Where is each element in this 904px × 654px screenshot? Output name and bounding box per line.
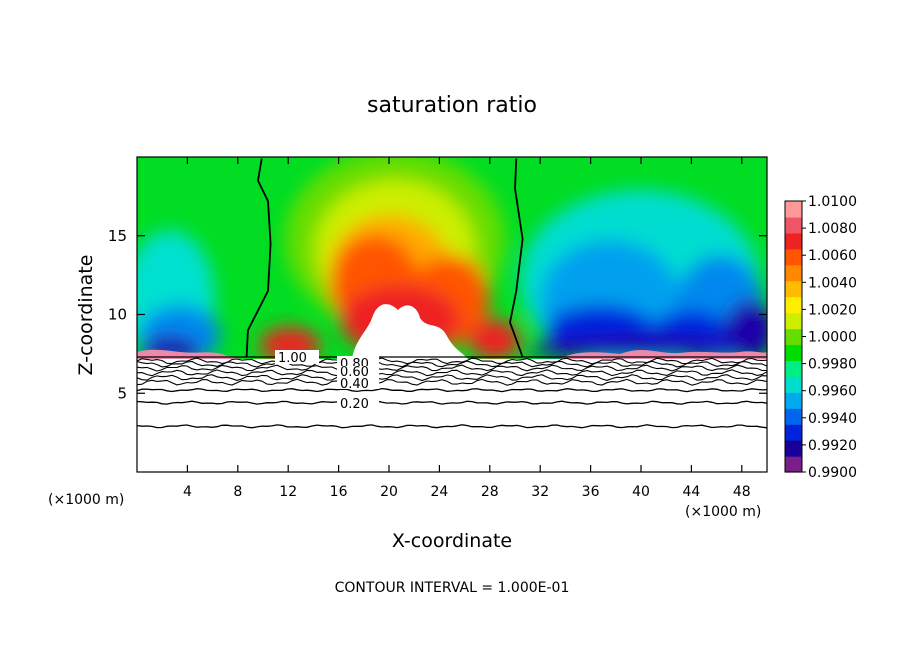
contour-interval-note: CONTOUR INTERVAL = 1.000E-01 bbox=[335, 580, 570, 596]
colorbar-tick-label: 1.0000 bbox=[808, 330, 857, 346]
colorbar-segment bbox=[785, 296, 802, 314]
colorbar-segment bbox=[785, 344, 802, 362]
contour-label: 1.00 bbox=[278, 351, 307, 366]
colorbar-segment bbox=[785, 232, 802, 250]
colorbar-segment bbox=[785, 440, 802, 457]
contour-line bbox=[136, 378, 768, 386]
boundary-contour-right bbox=[509, 158, 524, 358]
saturation-field bbox=[137, 157, 767, 359]
x-axis-label: X-coordinate bbox=[392, 530, 512, 552]
contour-label-bg bbox=[275, 350, 319, 364]
colorbar-segment bbox=[785, 456, 802, 473]
colorbar: 1.0100 1.0080 1.0060 1.0040 1.0020 1.0000 0.99… bbox=[784, 194, 857, 481]
contour-line bbox=[136, 357, 768, 365]
x-axis: 4 8 12 16 20 24 28 32 36 40 44 48 bbox=[183, 157, 751, 500]
x-unit-label-right: (×1000 m) bbox=[685, 504, 761, 520]
lower-region bbox=[137, 359, 767, 472]
contour-label: 0.20 bbox=[340, 397, 369, 412]
colorbar-segment bbox=[785, 424, 802, 441]
colorbar-segment bbox=[785, 408, 802, 425]
chart-title: saturation ratio bbox=[367, 93, 537, 118]
contour-line bbox=[136, 364, 767, 372]
contour-line bbox=[136, 360, 768, 368]
boundary-contour-left bbox=[245, 158, 272, 358]
colorbar-segment bbox=[785, 248, 802, 266]
contour-line bbox=[136, 369, 768, 377]
contour-labels: 1.00 0.80 0.60 0.40 0.20 bbox=[275, 350, 379, 412]
contour-line bbox=[136, 400, 768, 405]
x-tick-label: 16 bbox=[330, 484, 348, 500]
x-tick-label: 28 bbox=[481, 484, 499, 500]
colorbar-tick-label: 1.0060 bbox=[808, 248, 857, 264]
y-tick-label: 10 bbox=[108, 306, 127, 324]
colorbar-segment bbox=[785, 376, 802, 393]
colorbar-segment bbox=[785, 264, 802, 282]
y-axis: 5 10 15 bbox=[108, 227, 767, 402]
colorbar-tick-label: 1.0100 bbox=[808, 194, 857, 210]
contour-label-bg bbox=[337, 376, 379, 389]
colorbar-segment bbox=[785, 312, 802, 330]
contour-label: 0.40 bbox=[340, 377, 369, 392]
colorbar-tick-label: 0.9900 bbox=[808, 465, 857, 481]
x-tick-label: 40 bbox=[632, 484, 650, 500]
x-tick-label: 36 bbox=[582, 484, 600, 500]
x-unit-label-left: (×1000 m) bbox=[48, 492, 124, 508]
colorbar-segment bbox=[785, 201, 802, 218]
x-tick-label: 4 bbox=[183, 484, 192, 500]
contour-label-bg bbox=[337, 396, 379, 409]
y-tick-label: 5 bbox=[117, 384, 127, 402]
x-tick-label: 12 bbox=[279, 484, 297, 500]
colorbar-tick-label: 0.9980 bbox=[808, 357, 857, 373]
contour-line bbox=[136, 387, 768, 393]
colorbar-segment bbox=[785, 328, 802, 346]
contour-line bbox=[136, 374, 768, 382]
y-axis-label: Z-coordinate bbox=[75, 255, 97, 376]
contour-line bbox=[136, 424, 768, 429]
colorbar-tick-label: 1.0080 bbox=[808, 221, 857, 237]
colorbar-tick-label: 0.9920 bbox=[808, 438, 857, 454]
colorbar-segment bbox=[785, 216, 802, 234]
colorbar-tick-label: 0.9960 bbox=[808, 384, 857, 400]
saturated-core bbox=[352, 304, 468, 359]
contour-lines bbox=[136, 356, 768, 429]
x-tick-label: 8 bbox=[233, 484, 242, 500]
contour-label-bg bbox=[337, 366, 379, 378]
x-tick-label: 24 bbox=[430, 484, 448, 500]
saturation-boundary-contours bbox=[245, 158, 524, 358]
colorbar-tick-label: 1.0040 bbox=[808, 275, 857, 291]
colorbar-tick-label: 0.9940 bbox=[808, 411, 857, 427]
colorbar-segment bbox=[785, 280, 802, 298]
colorbar-segment bbox=[785, 392, 802, 409]
colorbar-segment bbox=[785, 360, 802, 377]
x-tick-label: 20 bbox=[380, 484, 398, 500]
field-blob bbox=[470, 320, 520, 359]
y-tick-label: 15 bbox=[108, 227, 127, 245]
x-tick-label: 32 bbox=[531, 484, 549, 500]
x-tick-label: 44 bbox=[682, 484, 700, 500]
colorbar-tick-label: 1.0020 bbox=[808, 302, 857, 318]
x-tick-label: 48 bbox=[733, 484, 751, 500]
